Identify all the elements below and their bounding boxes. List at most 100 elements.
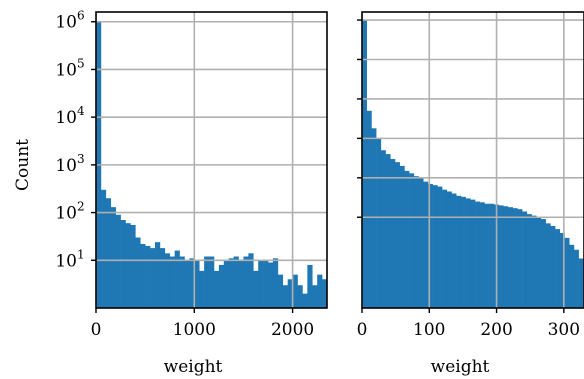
histogram-bar <box>399 165 405 308</box>
grid <box>96 12 327 308</box>
histogram-bar <box>432 185 438 308</box>
histogram-bar <box>159 248 166 308</box>
histogram-bar <box>573 249 579 308</box>
histogram-bar <box>484 203 490 308</box>
histogram-bar <box>140 243 146 308</box>
histogram-bar <box>322 279 327 308</box>
histogram-bar <box>550 225 556 308</box>
histogram-bar <box>253 270 259 308</box>
histogram-bar <box>489 203 495 308</box>
histogram-bar <box>169 256 175 308</box>
histogram-bar <box>555 229 561 308</box>
histogram-bar <box>223 260 230 308</box>
histogram-bar <box>446 191 452 308</box>
bars <box>362 20 584 308</box>
histogram-bar <box>115 214 121 308</box>
x-tick-label: 100 <box>413 320 445 340</box>
y-axis-title: Count <box>13 139 33 191</box>
histogram-bar <box>238 260 244 308</box>
histogram-bar <box>507 207 513 308</box>
histogram-bar <box>312 285 318 308</box>
histogram-bar <box>282 285 288 308</box>
histogram-bar <box>362 20 368 308</box>
histogram-bar <box>498 205 504 308</box>
histogram-bar <box>277 274 284 308</box>
y-tick-label: 105 <box>55 56 84 80</box>
histogram-bar <box>302 293 308 308</box>
histogram-bar <box>287 279 293 308</box>
histogram-bar <box>522 211 528 308</box>
histogram-bar <box>456 195 462 308</box>
y-tick-label: 106 <box>55 9 84 33</box>
histogram-bar <box>409 173 415 308</box>
histogram-bar <box>526 214 532 308</box>
histogram-bar <box>179 256 185 308</box>
grid <box>362 12 584 308</box>
histogram-bar <box>564 237 570 308</box>
x-tick-label: 1000 <box>173 320 216 340</box>
y-tick-label: 101 <box>55 247 84 271</box>
histogram-bar <box>371 128 377 308</box>
histogram-bar <box>559 232 565 308</box>
histogram-bar <box>292 274 298 308</box>
histogram-bar <box>413 176 419 308</box>
histogram-bar <box>125 223 131 308</box>
histogram-bar <box>442 189 448 308</box>
x-tick-label: 0 <box>357 320 368 340</box>
histogram-bar <box>503 206 509 308</box>
histogram-bar <box>199 270 205 308</box>
histogram-bar <box>243 256 249 308</box>
histogram-bar <box>164 253 171 308</box>
histogram-bar <box>390 158 396 308</box>
histogram-bar <box>263 260 269 308</box>
histogram-bar <box>228 258 234 308</box>
histogram-bar <box>297 285 303 308</box>
histogram-bar <box>536 217 542 308</box>
histogram-bar <box>154 242 161 308</box>
histogram-bar <box>460 196 466 308</box>
histogram-bar <box>258 260 264 308</box>
histogram-bar <box>465 198 471 308</box>
histogram-bar <box>366 110 372 308</box>
histogram-bar <box>423 181 429 308</box>
histogram-bar <box>418 177 424 308</box>
histogram-bar <box>233 256 239 308</box>
histogram-bar <box>209 256 215 308</box>
histogram-bar <box>376 138 382 308</box>
histogram-bar <box>184 260 190 308</box>
histogram-bar <box>545 223 551 308</box>
histogram-bar <box>120 219 126 308</box>
histogram-bar <box>531 215 537 308</box>
histogram-bar <box>150 248 156 308</box>
histogram-bar <box>385 154 391 308</box>
x-tick-label: 2000 <box>271 320 314 340</box>
histogram-bar <box>218 264 225 308</box>
histogram-bar <box>569 244 575 308</box>
histogram-bar <box>427 183 433 308</box>
histogram-bar <box>475 201 481 308</box>
histogram-bar <box>540 219 546 308</box>
histogram-bar <box>248 253 254 308</box>
y-tick-label: 103 <box>55 152 84 176</box>
histogram-bar <box>194 260 200 308</box>
histogram-bar <box>272 258 279 308</box>
histogram-bar <box>404 170 410 308</box>
histogram-bar <box>135 237 141 308</box>
histogram-bar <box>512 208 518 308</box>
bars <box>96 21 327 308</box>
histogram-bar <box>204 256 210 308</box>
histogram-bar <box>380 150 386 308</box>
histogram-bar <box>394 162 400 308</box>
y-tick-label: 102 <box>55 200 84 224</box>
histogram-bar <box>174 250 180 308</box>
histogram-bar <box>110 207 116 308</box>
histogram-bar <box>578 258 584 308</box>
x-tick-label: 200 <box>480 320 512 340</box>
histogram-bar <box>189 258 195 308</box>
plot-frame <box>361 11 584 309</box>
histogram-bar <box>317 274 323 308</box>
x-axis-title-right: weight <box>431 357 490 377</box>
histogram-bar <box>145 245 151 308</box>
histogram-bar <box>479 202 485 308</box>
